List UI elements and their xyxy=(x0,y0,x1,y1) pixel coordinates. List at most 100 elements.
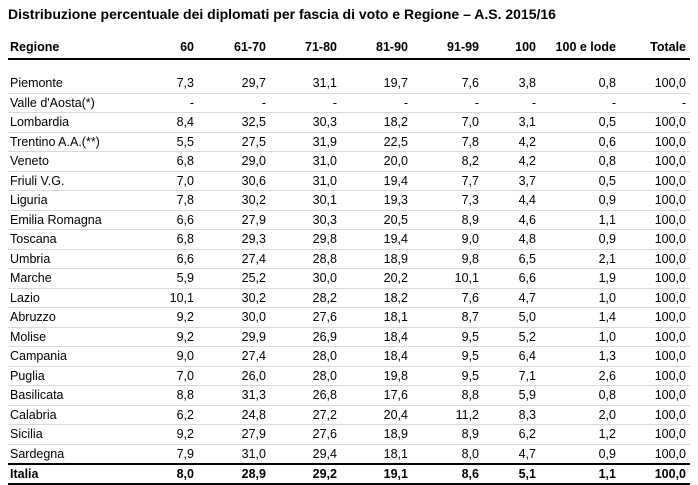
table-row: Emilia Romagna 6,6 27,9 30,3 20,5 8,9 4,6 1,1 10… xyxy=(8,210,690,230)
table-cell: 3,7 xyxy=(483,171,540,191)
table-cell: 6,6 xyxy=(156,210,198,230)
table-cell: - xyxy=(483,93,540,113)
table-cell: 30,0 xyxy=(198,307,270,328)
table-cell: 27,9 xyxy=(198,210,270,230)
region-name: Basilicata xyxy=(8,385,156,406)
table-cell: 28,0 xyxy=(270,346,341,367)
table-cell: 8,3 xyxy=(483,405,540,425)
table-row: Umbria 6,6 27,4 28,8 18,9 9,8 6,5 2,1 100,0 xyxy=(8,249,690,269)
table-cell: 4,6 xyxy=(483,210,540,230)
table-row: Sicilia 9,2 27,9 27,6 18,9 8,9 6,2 1,2 100,0 xyxy=(8,424,690,445)
table-body: Piemonte 7,3 29,7 31,1 19,7 7,6 3,8 0,8 100,0 Val… xyxy=(8,59,690,465)
table-cell: 100,0 xyxy=(620,288,690,308)
table-cell: 7,0 xyxy=(156,366,198,386)
table-cell: - xyxy=(412,93,483,113)
table-cell: 100,0 xyxy=(620,268,690,289)
table-cell: 30,3 xyxy=(270,112,341,133)
table-cell: 9,5 xyxy=(412,327,483,347)
table-cell: 30,0 xyxy=(270,268,341,289)
table-cell: 18,4 xyxy=(341,346,412,367)
table-cell: 19,4 xyxy=(341,229,412,250)
table-cell: 30,1 xyxy=(270,190,341,211)
region-name: Molise xyxy=(8,327,156,347)
table-cell: 6,6 xyxy=(483,268,540,289)
table-row: Veneto 6,8 29,0 31,0 20,0 8,2 4,2 0,8 100,0 xyxy=(8,151,690,172)
table-cell: 6,5 xyxy=(483,249,540,269)
table-cell: 1,4 xyxy=(540,307,620,328)
table-cell: 26,9 xyxy=(270,327,341,347)
table-cell: 27,4 xyxy=(198,249,270,269)
data-table: Regione 60 61-70 71-80 81-90 91-99 100 100 e lo… xyxy=(8,36,690,485)
table-cell: 100,0 xyxy=(620,405,690,425)
table-cell: 0,6 xyxy=(540,132,620,152)
table-cell: - xyxy=(270,93,341,113)
table-cell: 7,7 xyxy=(412,171,483,191)
table-cell: 100,0 xyxy=(620,307,690,328)
table-cell: 100,0 xyxy=(620,74,690,94)
table-cell: 9,5 xyxy=(412,366,483,386)
table-cell: 11,2 xyxy=(412,405,483,425)
table-cell: 24,8 xyxy=(198,405,270,425)
table-cell: 9,5 xyxy=(412,346,483,367)
table-cell: 8,7 xyxy=(412,307,483,328)
table-cell: 9,0 xyxy=(412,229,483,250)
table-cell: 32,5 xyxy=(198,112,270,133)
table-cell: 5,9 xyxy=(156,268,198,289)
table-cell: 8,8 xyxy=(412,385,483,406)
table-cell: 31,0 xyxy=(198,444,270,465)
table-cell: - xyxy=(198,93,270,113)
total-cell: 28,9 xyxy=(198,463,270,485)
column-header: 100 xyxy=(515,40,536,54)
table-cell: 0,8 xyxy=(540,74,620,94)
table-row: Abruzzo 9,2 30,0 27,6 18,1 8,7 5,0 1,4 100,0 xyxy=(8,307,690,328)
table-cell: 28,8 xyxy=(270,249,341,269)
table-cell: 100,0 xyxy=(620,190,690,211)
table-cell: 8,2 xyxy=(412,151,483,172)
table-cell: 9,2 xyxy=(156,307,198,328)
table-cell: 0,8 xyxy=(540,151,620,172)
table-cell: 22,5 xyxy=(341,132,412,152)
table-row: Valle d'Aosta(*) - - - - - - - - xyxy=(8,93,690,113)
region-name: Toscana xyxy=(8,229,156,250)
table-cell: 27,4 xyxy=(198,346,270,367)
region-name: Lombardia xyxy=(8,112,156,133)
table-cell: 7,8 xyxy=(412,132,483,152)
table-cell: 100,0 xyxy=(620,210,690,230)
table-cell: 8,8 xyxy=(156,385,198,406)
total-row: Italia 8,0 28,9 29,2 19,1 8,6 5,1 1,1 100,0 xyxy=(8,463,690,485)
table-row: Puglia 7,0 26,0 28,0 19,8 9,5 7,1 2,6 100,0 xyxy=(8,366,690,386)
table-row: Toscana 6,8 29,3 29,8 19,4 9,0 4,8 0,9 100,0 xyxy=(8,229,690,250)
table-cell: 9,2 xyxy=(156,424,198,445)
table-cell: 2,6 xyxy=(540,366,620,386)
table-cell: 5,9 xyxy=(483,385,540,406)
table-cell: 100,0 xyxy=(620,346,690,367)
table-cell: 29,8 xyxy=(270,229,341,250)
table-cell: 27,2 xyxy=(270,405,341,425)
table-cell: 18,9 xyxy=(341,249,412,269)
table-cell: 27,5 xyxy=(198,132,270,152)
total-cell: 1,1 xyxy=(540,463,620,485)
region-name: Calabria xyxy=(8,405,156,425)
table-cell: 28,2 xyxy=(270,288,341,308)
table-cell: 3,8 xyxy=(483,74,540,94)
table-title: Distribuzione percentuale dei diplomati … xyxy=(8,6,556,22)
table-cell: 29,4 xyxy=(270,444,341,465)
table-cell: 0,5 xyxy=(540,171,620,191)
table-row: Friuli V.G. 7,0 30,6 31,0 19,4 7,7 3,7 0,5 100,0 xyxy=(8,171,690,191)
table-cell: 100,0 xyxy=(620,229,690,250)
table-cell: 30,2 xyxy=(198,190,270,211)
region-name: Veneto xyxy=(8,151,156,172)
region-name: Emilia Romagna xyxy=(8,210,156,230)
table-cell: 31,0 xyxy=(270,171,341,191)
column-header: 60 xyxy=(180,40,194,54)
table-cell: 1,2 xyxy=(540,424,620,445)
table-cell: 1,3 xyxy=(540,346,620,367)
table-cell: 19,4 xyxy=(341,171,412,191)
table-cell: 2,0 xyxy=(540,405,620,425)
table-cell: 8,0 xyxy=(412,444,483,465)
table-cell: 4,4 xyxy=(483,190,540,211)
table-cell: 0,5 xyxy=(540,112,620,133)
table-cell: 18,9 xyxy=(341,424,412,445)
table-cell: 6,4 xyxy=(483,346,540,367)
table-cell: 8,4 xyxy=(156,112,198,133)
